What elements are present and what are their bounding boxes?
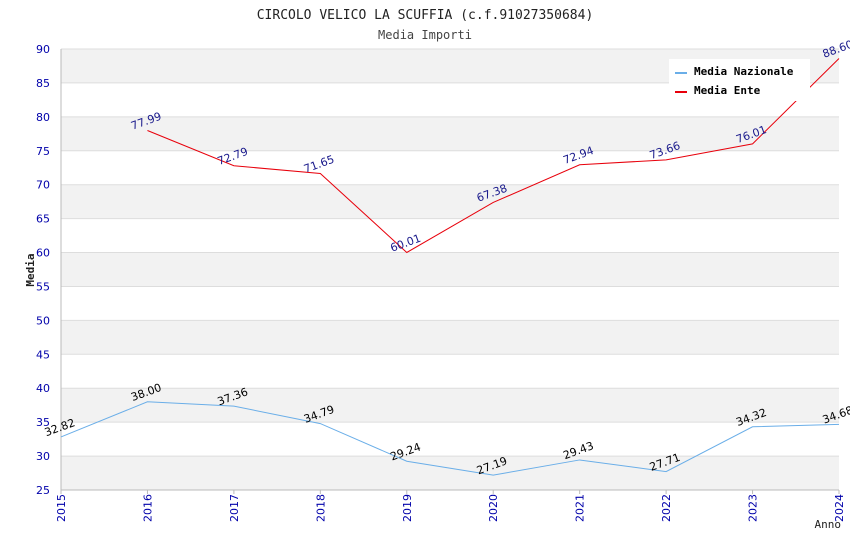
- y-tick-label: 45: [36, 348, 50, 361]
- legend-label-media-nazionale: Media Nazionale: [694, 65, 794, 78]
- grid-band: [61, 184, 839, 219]
- x-axis-label: Anno: [815, 518, 842, 531]
- x-tick-label: 2016: [141, 494, 154, 522]
- x-tick-label: 2024: [833, 494, 846, 522]
- chart-subtitle: Media Importi: [378, 28, 472, 42]
- x-tick-labels: 2015 2016 2017 2018 2019 2020 2021 2022 2023 2024: [55, 490, 846, 522]
- x-tick-label: 2015: [55, 494, 68, 522]
- grid-band: [61, 456, 839, 490]
- grid-band: [61, 320, 839, 355]
- x-tick-label: 2023: [747, 494, 760, 522]
- y-tick-label: 35: [36, 416, 50, 429]
- y-tick-label: 25: [36, 484, 50, 497]
- series-line-media-ente: [147, 58, 840, 254]
- x-tick-label: 2017: [228, 494, 241, 522]
- y-tick-label: 65: [36, 213, 50, 226]
- gridlines: [61, 48, 839, 491]
- y-tick-label: 55: [36, 280, 50, 293]
- y-tick-label: 80: [36, 111, 50, 124]
- x-tick-label: 2018: [314, 494, 327, 522]
- y-tick-label: 70: [36, 179, 50, 192]
- series-lines: [60, 58, 840, 476]
- grid-band: [61, 252, 839, 287]
- plot-bands: [61, 49, 839, 490]
- legend-label-media-ente: Media Ente: [694, 84, 761, 97]
- grid-band: [61, 116, 839, 151]
- y-tick-label: 60: [36, 247, 50, 260]
- y-tick-label: 40: [36, 382, 50, 395]
- x-tick-label: 2022: [660, 494, 673, 522]
- x-tick-label: 2021: [574, 494, 587, 522]
- x-tick-label: 2019: [401, 494, 414, 522]
- y-tick-label: 85: [36, 77, 50, 90]
- grid-band: [61, 388, 839, 423]
- y-tick-label: 90: [36, 43, 50, 56]
- axes: [60, 49, 839, 491]
- y-tick-labels: 25 30 35 40 45 50 55 60 65 70 75 80 85 90: [36, 43, 50, 497]
- series-line-media-nazionale: [60, 401, 840, 476]
- legend-box: [669, 59, 810, 101]
- y-tick-label: 75: [36, 145, 50, 158]
- y-axis-label: Media: [24, 253, 37, 286]
- y-tick-label: 50: [36, 314, 50, 327]
- chart-title: CIRCOLO VELICO LA SCUFFIA (c.f.910273506…: [257, 8, 594, 23]
- x-tick-label: 2020: [487, 494, 500, 522]
- y-tick-label: 30: [36, 450, 50, 463]
- legend: Media Nazionale Media Ente: [669, 59, 810, 101]
